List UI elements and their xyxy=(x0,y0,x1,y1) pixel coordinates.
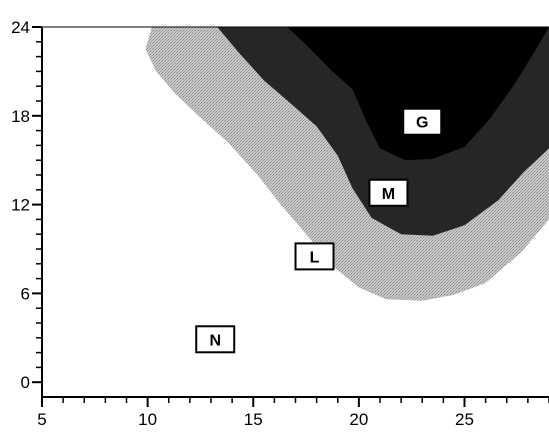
region-label-layer: N L M G xyxy=(195,107,443,354)
x-tick-label: 20 xyxy=(349,410,368,429)
region-label-g: G xyxy=(416,115,428,132)
region-label-n: N xyxy=(209,332,221,349)
tick-layer: 0 6 12 18 24 5 10 15 20 25 xyxy=(11,18,549,429)
label-box-n xyxy=(195,325,236,354)
region-layer xyxy=(145,27,549,301)
label-box-g xyxy=(402,107,443,136)
label-box-l xyxy=(294,242,335,271)
x-tick-label: 25 xyxy=(455,410,474,429)
x-tick-label: 5 xyxy=(37,410,46,429)
label-box-m xyxy=(368,178,409,207)
x-tick-label: 10 xyxy=(138,410,157,429)
x-tick-label: 15 xyxy=(244,410,263,429)
y-tick-label: 24 xyxy=(11,18,30,37)
region-label-m: M xyxy=(382,186,395,203)
region-g xyxy=(287,27,549,161)
y-tick-label: 6 xyxy=(21,284,30,303)
y-tick-label: 0 xyxy=(21,373,30,392)
y-tick-label: 18 xyxy=(11,107,30,126)
y-tick-label: 12 xyxy=(11,196,30,215)
region-label-l: L xyxy=(310,249,320,266)
